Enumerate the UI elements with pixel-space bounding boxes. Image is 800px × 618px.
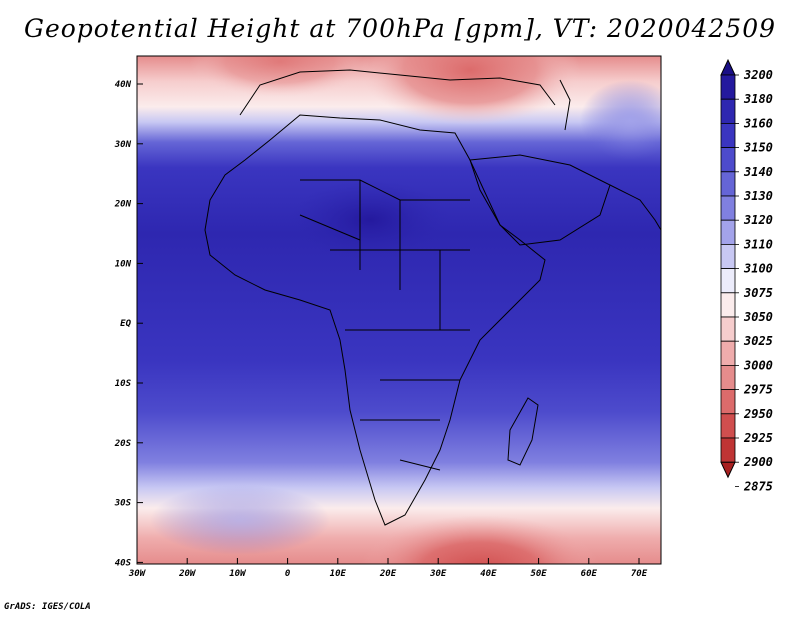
colorbar-swatch — [720, 74, 736, 100]
colorbar-label: 3180 — [743, 92, 773, 106]
lon-label: 20W — [178, 569, 197, 579]
caspian-coastline — [559, 79, 571, 131]
lat-label: 10S — [115, 379, 132, 389]
colorbar-label: 3000 — [743, 358, 773, 372]
colorbar-bottom-arrow — [720, 461, 736, 479]
colorbar-swatch — [720, 219, 736, 245]
lon-label: 10E — [330, 569, 347, 579]
country-borders — [299, 179, 470, 471]
europe-coastline — [239, 69, 556, 116]
colorbar-swatch — [720, 316, 736, 342]
height-field — [137, 56, 661, 564]
lon-label: 30W — [128, 569, 147, 579]
colorbar-swatch — [720, 147, 736, 173]
latitude-axis: 40N 30N 20N 10N EQ 10S 20S 30S 40S — [114, 80, 143, 568]
colorbar-swatch — [720, 268, 736, 294]
africa-coastline — [204, 114, 546, 526]
colorbar-label: 2900 — [743, 455, 773, 469]
lat-label: 20S — [114, 439, 132, 449]
colorbar-swatch — [720, 364, 736, 390]
colorbar-label: 3200 — [743, 68, 773, 82]
colorbar-swatch — [720, 340, 736, 366]
colorbar-label: 3025 — [743, 334, 773, 348]
colorbar-label: 3130 — [743, 189, 773, 203]
colorbar: 3200 3180 3160 3150 3140 3130 3120 3110 3100 3075… — [720, 58, 773, 493]
colorbar-label: 3160 — [743, 116, 773, 130]
colorbar-swatch — [720, 123, 736, 149]
arabia-coastline — [469, 154, 611, 246]
lon-label: 50E — [530, 569, 547, 579]
longitude-axis: 30W 20W 10W 0 10E 20E 30E 40E 50E 60E 70E — [128, 558, 648, 579]
colorbar-label: 2875 — [743, 479, 773, 493]
map-figure: 40N 30N 20N 10N EQ 10S 20S 30S 40S 30W 20W 10W 0 10E… — [114, 55, 773, 579]
colorbar-top-arrow — [720, 58, 736, 76]
colorbar-swatch — [720, 292, 736, 318]
lat-label: 40N — [115, 80, 132, 90]
lat-label: 30S — [114, 499, 132, 509]
colorbar-label: 3100 — [743, 262, 773, 276]
colorbar-swatch — [720, 243, 736, 269]
lon-label: 20E — [379, 569, 397, 579]
colorbar-label: 3050 — [743, 310, 773, 324]
lon-label: 0 — [285, 569, 291, 579]
colorbar-swatch — [720, 389, 736, 415]
madagascar-coastline — [507, 397, 539, 466]
colorbar-label: 2925 — [743, 431, 773, 445]
lat-label: 20N — [114, 200, 132, 210]
lon-label: 40E — [480, 569, 497, 579]
lon-label: 70E — [631, 569, 648, 579]
colorbar-label: 2975 — [743, 383, 773, 397]
lat-label: 30N — [114, 140, 132, 150]
lon-label: 60E — [581, 569, 598, 579]
plot-frame — [136, 55, 662, 565]
colorbar-swatch — [720, 195, 736, 221]
colorbar-swatch — [720, 437, 736, 463]
india-coastline — [609, 184, 662, 231]
lon-label: 30E — [429, 569, 447, 579]
colorbar-label: 3120 — [743, 213, 773, 227]
lat-label: EQ — [120, 319, 131, 329]
colorbar-swatch — [720, 413, 736, 439]
colorbar-label: 2950 — [743, 407, 773, 421]
colorbar-swatch — [720, 98, 736, 124]
colorbar-swatch — [720, 171, 736, 197]
coastlines-and-borders — [204, 69, 662, 526]
map-title: Geopotential Height at 700hPa [gpm], VT:… — [23, 14, 777, 43]
grads-credit: GrADS: IGES/COLA — [4, 602, 91, 612]
colorbar-label: 3150 — [743, 141, 773, 155]
colorbar-label: 3075 — [743, 286, 773, 300]
lat-label: 40S — [115, 558, 132, 568]
colorbar-label: 3140 — [743, 165, 773, 179]
colorbar-label: 3110 — [743, 237, 773, 251]
lat-label: 10N — [115, 259, 132, 269]
lon-label: 10W — [229, 569, 247, 579]
